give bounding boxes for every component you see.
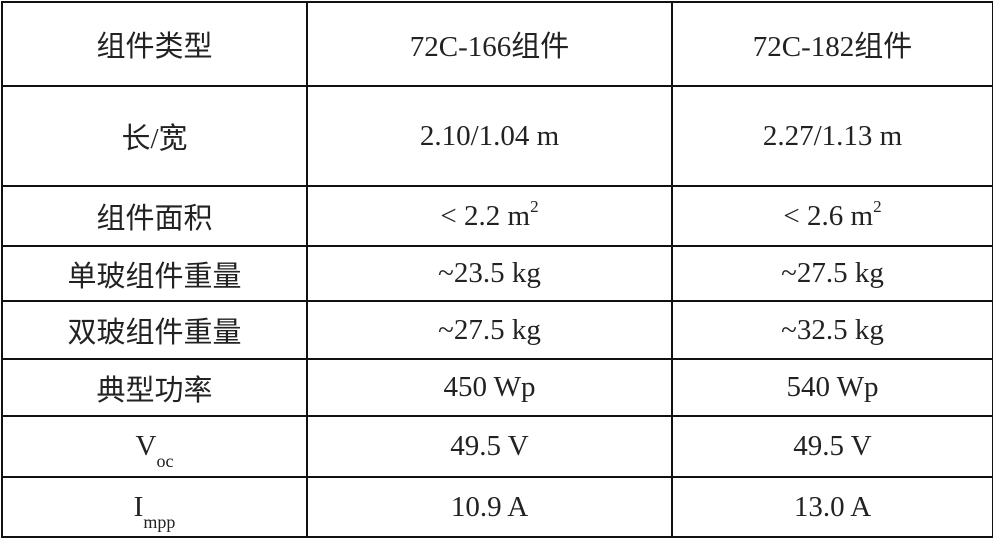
value-text: < 2.2 m [440,199,531,232]
value-text: ~32.5 kg [781,313,884,346]
value-text: < 2.6 m [783,199,874,232]
value-text: ~27.5 kg [781,257,884,289]
value-text: 450 Wp [443,371,536,403]
row-label: 单玻组件重量 [1,245,308,302]
unit-superscript: 2 [873,196,882,216]
value-cell: 10.9 A [306,476,673,538]
header-row: 组件类型 72C-166组件 72C-182组件 [1,1,993,87]
value-cell: 49.5 V [306,415,673,478]
value-text: 10.9 A [450,490,529,523]
row-label: 长/宽 [1,85,308,187]
value-text: 49.5 V [450,430,529,462]
row-label: 典型功率 [1,358,308,417]
table-row: Impp 10.9 A 13.0 A [1,476,993,538]
row-label: Voc [1,415,308,478]
value-cell: ~27.5 kg [306,300,673,360]
value-cell: 450 Wp [306,358,673,417]
value-text: 2.10/1.04 m [419,119,560,152]
header-cell: 72C-166组件 [306,1,673,87]
row-label-text: I [133,490,144,523]
row-label-text: 组件面积 [96,203,213,235]
value-cell: 2.27/1.13 m [671,85,993,187]
row-label-text: 典型功率 [96,374,213,407]
table-row: 单玻组件重量 ~23.5 kg ~27.5 kg [1,245,993,302]
value-cell: 2.10/1.04 m [306,85,673,187]
value-cell: < 2.2 m2 [306,185,673,247]
table-row: Voc 49.5 V 49.5 V [1,415,993,478]
table-row: 典型功率 450 Wp 540 Wp [1,358,993,417]
row-label-text: 长/宽 [121,123,188,155]
value-cell: ~23.5 kg [306,245,673,302]
value-cell: 540 Wp [671,358,993,417]
value-cell: ~27.5 kg [671,245,993,302]
header-cell: 组件类型 [1,1,308,87]
value-cell: 13.0 A [671,476,993,538]
row-label-text: 双玻组件重量 [67,317,242,349]
row-label: 双玻组件重量 [1,300,308,360]
value-text: 13.0 A [793,490,872,523]
value-text: ~23.5 kg [438,257,541,289]
table-row: 长/宽 2.10/1.04 m 2.27/1.13 m [1,85,993,187]
value-text: 2.27/1.13 m [762,119,903,152]
row-label-text: V [135,430,157,462]
table-row: 组件面积 < 2.2 m2 < 2.6 m2 [1,185,993,247]
value-text: 540 Wp [786,371,879,403]
value-cell: 49.5 V [671,415,993,478]
value-text: ~27.5 kg [438,313,541,346]
row-label: Impp [1,476,308,538]
row-label: 组件面积 [1,185,308,247]
value-text: 49.5 V [793,430,872,462]
row-label-subscript: oc [156,451,174,471]
table-row: 双玻组件重量 ~27.5 kg ~32.5 kg [1,300,993,360]
unit-superscript: 2 [530,196,539,216]
value-cell: < 2.6 m2 [671,185,993,247]
value-cell: ~32.5 kg [671,300,993,360]
row-label-subscript: mpp [143,511,176,532]
header-cell: 72C-182组件 [671,1,993,87]
row-label-text: 单玻组件重量 [67,260,242,293]
